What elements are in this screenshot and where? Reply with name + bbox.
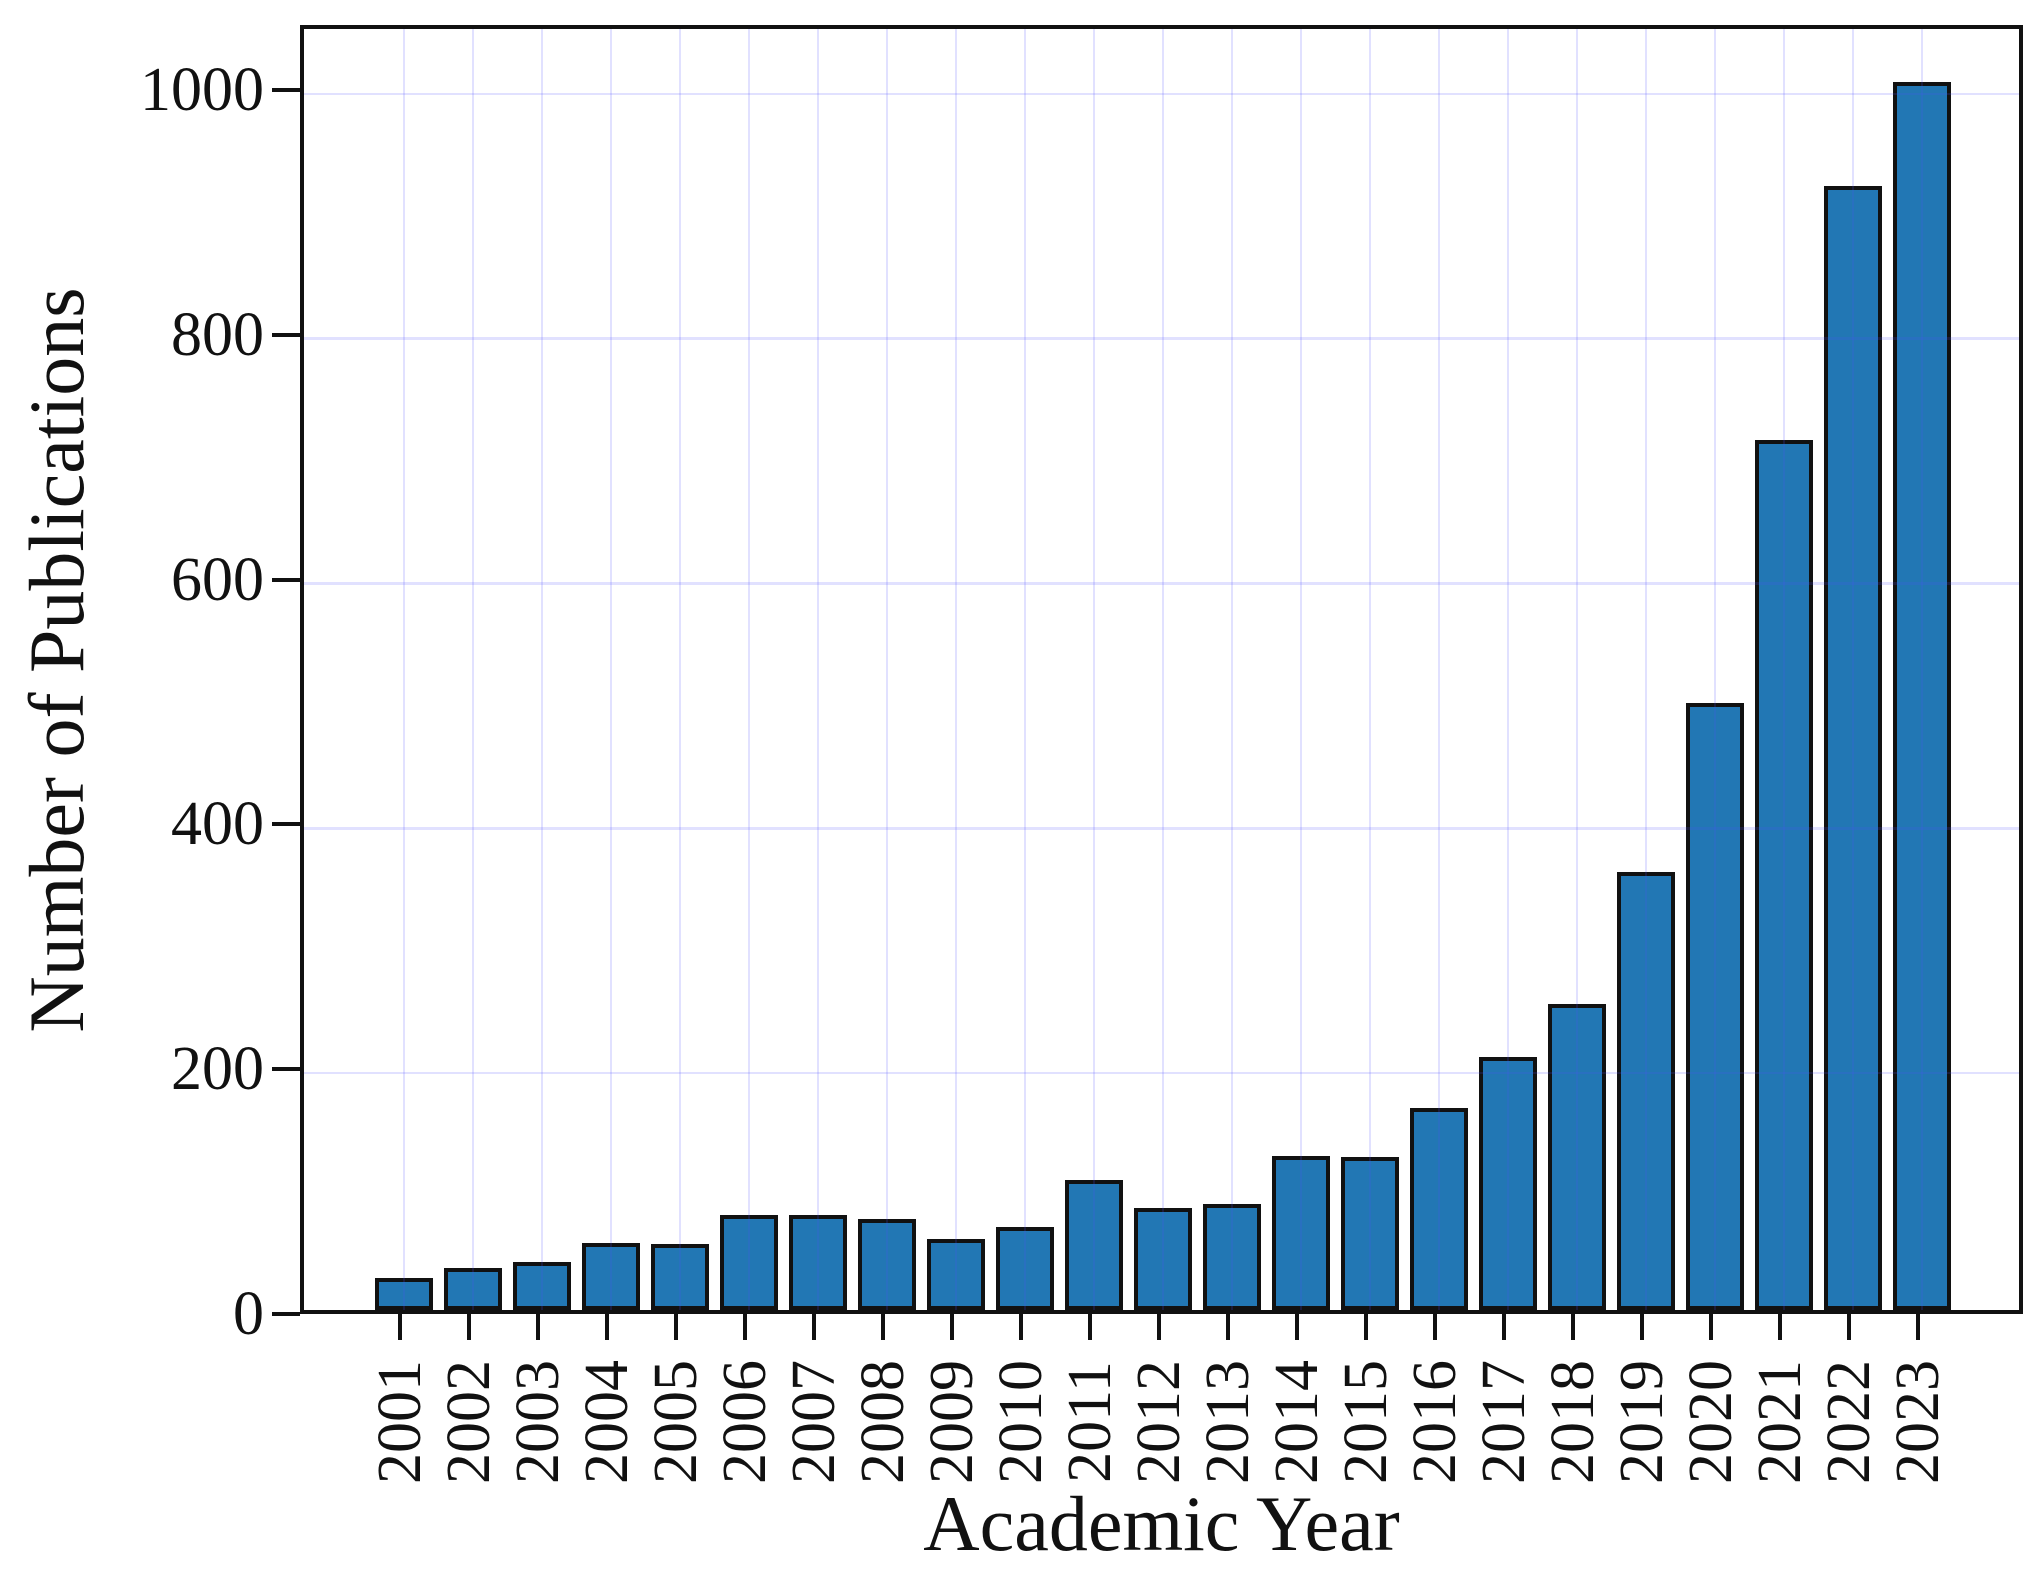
x-tick-mark-2023 bbox=[1916, 1314, 1920, 1340]
gridline-h-800 bbox=[304, 337, 2019, 340]
y-tick-label-800: 800 bbox=[171, 300, 264, 369]
bar-2011 bbox=[1065, 1180, 1123, 1310]
y-tick-mark-200 bbox=[272, 1067, 300, 1072]
bar-2006 bbox=[720, 1215, 778, 1310]
gridline-v-2012 bbox=[1161, 29, 1165, 1310]
bar-2015 bbox=[1341, 1157, 1399, 1310]
gridline-v-2013 bbox=[1230, 29, 1234, 1310]
x-tick-mark-2020 bbox=[1709, 1314, 1713, 1340]
bar-2009 bbox=[927, 1239, 985, 1310]
x-tick-mark-2012 bbox=[1157, 1314, 1161, 1340]
x-tick-mark-2001 bbox=[398, 1314, 402, 1340]
x-tick-mark-2022 bbox=[1847, 1314, 1851, 1340]
bar-2010 bbox=[996, 1227, 1054, 1310]
gridline-v-2001 bbox=[402, 29, 406, 1310]
gridline-v-2007 bbox=[816, 29, 820, 1310]
y-tick-label-600: 600 bbox=[171, 545, 264, 614]
gridline-v-2002 bbox=[471, 29, 475, 1310]
gridline-v-2010 bbox=[1023, 29, 1027, 1310]
y-tick-label-400: 400 bbox=[171, 790, 264, 859]
bar-2002 bbox=[444, 1268, 502, 1310]
gridline-v-2004 bbox=[609, 29, 613, 1310]
bar-2018 bbox=[1548, 1004, 1606, 1310]
x-axis-title: Academic Year bbox=[923, 1480, 1400, 1567]
bar-2005 bbox=[651, 1244, 709, 1310]
bar-2008 bbox=[858, 1219, 916, 1310]
x-tick-mark-2002 bbox=[467, 1314, 471, 1340]
bar-2007 bbox=[789, 1215, 847, 1310]
x-tick-mark-2010 bbox=[1019, 1314, 1023, 1340]
x-tick-mark-2008 bbox=[881, 1314, 885, 1340]
gridline-v-2011 bbox=[1092, 29, 1096, 1310]
x-tick-mark-2016 bbox=[1433, 1314, 1437, 1340]
y-tick-mark-600 bbox=[272, 577, 300, 582]
gridline-v-2003 bbox=[540, 29, 544, 1310]
x-tick-mark-2004 bbox=[605, 1314, 609, 1340]
x-tick-mark-2009 bbox=[950, 1314, 954, 1340]
bar-2003 bbox=[513, 1262, 571, 1310]
x-tick-mark-2021 bbox=[1778, 1314, 1782, 1340]
x-tick-mark-2015 bbox=[1364, 1314, 1368, 1340]
bar-2001 bbox=[375, 1278, 433, 1310]
y-tick-label-200: 200 bbox=[171, 1035, 264, 1104]
bar-2012 bbox=[1134, 1208, 1192, 1310]
gridline-v-2006 bbox=[747, 29, 751, 1310]
bar-2017 bbox=[1479, 1057, 1537, 1310]
bar-2004 bbox=[582, 1243, 640, 1310]
bar-2014 bbox=[1272, 1156, 1330, 1310]
gridline-v-2005 bbox=[678, 29, 682, 1310]
x-tick-mark-2011 bbox=[1088, 1314, 1092, 1340]
bar-2019 bbox=[1617, 872, 1675, 1310]
bar-2016 bbox=[1410, 1108, 1468, 1310]
x-tick-mark-2003 bbox=[536, 1314, 540, 1340]
x-tick-mark-2014 bbox=[1295, 1314, 1299, 1340]
gridline-v-2015 bbox=[1368, 29, 1372, 1310]
y-tick-mark-1000 bbox=[272, 87, 300, 92]
gridline-v-2008 bbox=[885, 29, 889, 1310]
y-tick-mark-800 bbox=[272, 332, 300, 337]
bar-2013 bbox=[1203, 1204, 1261, 1310]
bar-2021 bbox=[1755, 440, 1813, 1310]
bar-2022 bbox=[1824, 186, 1882, 1310]
plot-area bbox=[300, 25, 2023, 1314]
y-tick-label-0: 0 bbox=[233, 1280, 264, 1348]
x-tick-mark-2007 bbox=[812, 1314, 816, 1340]
y-tick-mark-0 bbox=[272, 1312, 300, 1316]
bar-2023 bbox=[1893, 82, 1951, 1310]
x-tick-mark-2018 bbox=[1571, 1314, 1575, 1340]
y-axis-title: Number of Publications bbox=[13, 287, 100, 1033]
x-tick-mark-2006 bbox=[743, 1314, 747, 1340]
x-tick-mark-2017 bbox=[1502, 1314, 1506, 1340]
x-tick-mark-2019 bbox=[1640, 1314, 1644, 1340]
gridline-v-2014 bbox=[1299, 29, 1303, 1310]
y-tick-mark-400 bbox=[272, 822, 300, 827]
bar-2020 bbox=[1686, 703, 1744, 1310]
y-tick-label-1000: 1000 bbox=[140, 55, 264, 124]
gridline-v-2009 bbox=[954, 29, 958, 1310]
gridline-h-1000 bbox=[304, 92, 2019, 96]
x-tick-mark-2005 bbox=[674, 1314, 678, 1340]
x-tick-mark-2013 bbox=[1226, 1314, 1230, 1340]
